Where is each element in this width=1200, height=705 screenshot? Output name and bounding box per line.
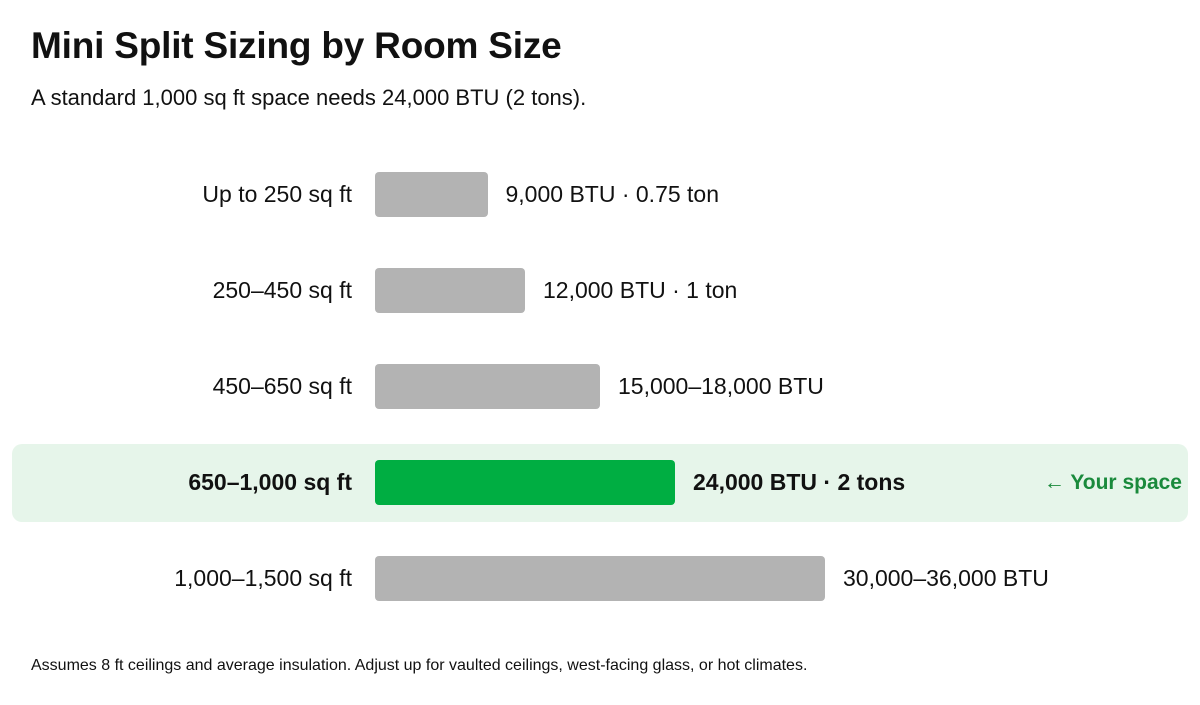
bar xyxy=(375,268,525,313)
bar xyxy=(375,364,600,409)
page-title: Mini Split Sizing by Room Size xyxy=(31,25,562,66)
value-label: 30,000–36,000 BTU xyxy=(843,564,1049,591)
value-label: 12,000 BTU · 1 ton xyxy=(543,276,738,303)
bar xyxy=(375,556,825,601)
bar xyxy=(375,460,675,505)
bar xyxy=(375,172,488,217)
value-label: 9,000 BTU · 0.75 ton xyxy=(505,180,720,207)
category-label: 250–450 sq ft xyxy=(212,276,352,303)
footnote: Assumes 8 ft ceilings and average insula… xyxy=(31,657,808,674)
your-space-callout: ← Your space xyxy=(1043,470,1182,494)
page-subtitle: A standard 1,000 sq ft space needs 24,00… xyxy=(31,85,587,110)
category-label: 650–1,000 sq ft xyxy=(188,468,352,495)
category-label: Up to 250 sq ft xyxy=(202,180,352,207)
category-label: 450–650 sq ft xyxy=(212,372,352,399)
value-label: 15,000–18,000 BTU xyxy=(618,372,824,399)
value-label: 24,000 BTU · 2 tons xyxy=(693,468,906,495)
category-label: 1,000–1,500 sq ft xyxy=(174,564,352,591)
